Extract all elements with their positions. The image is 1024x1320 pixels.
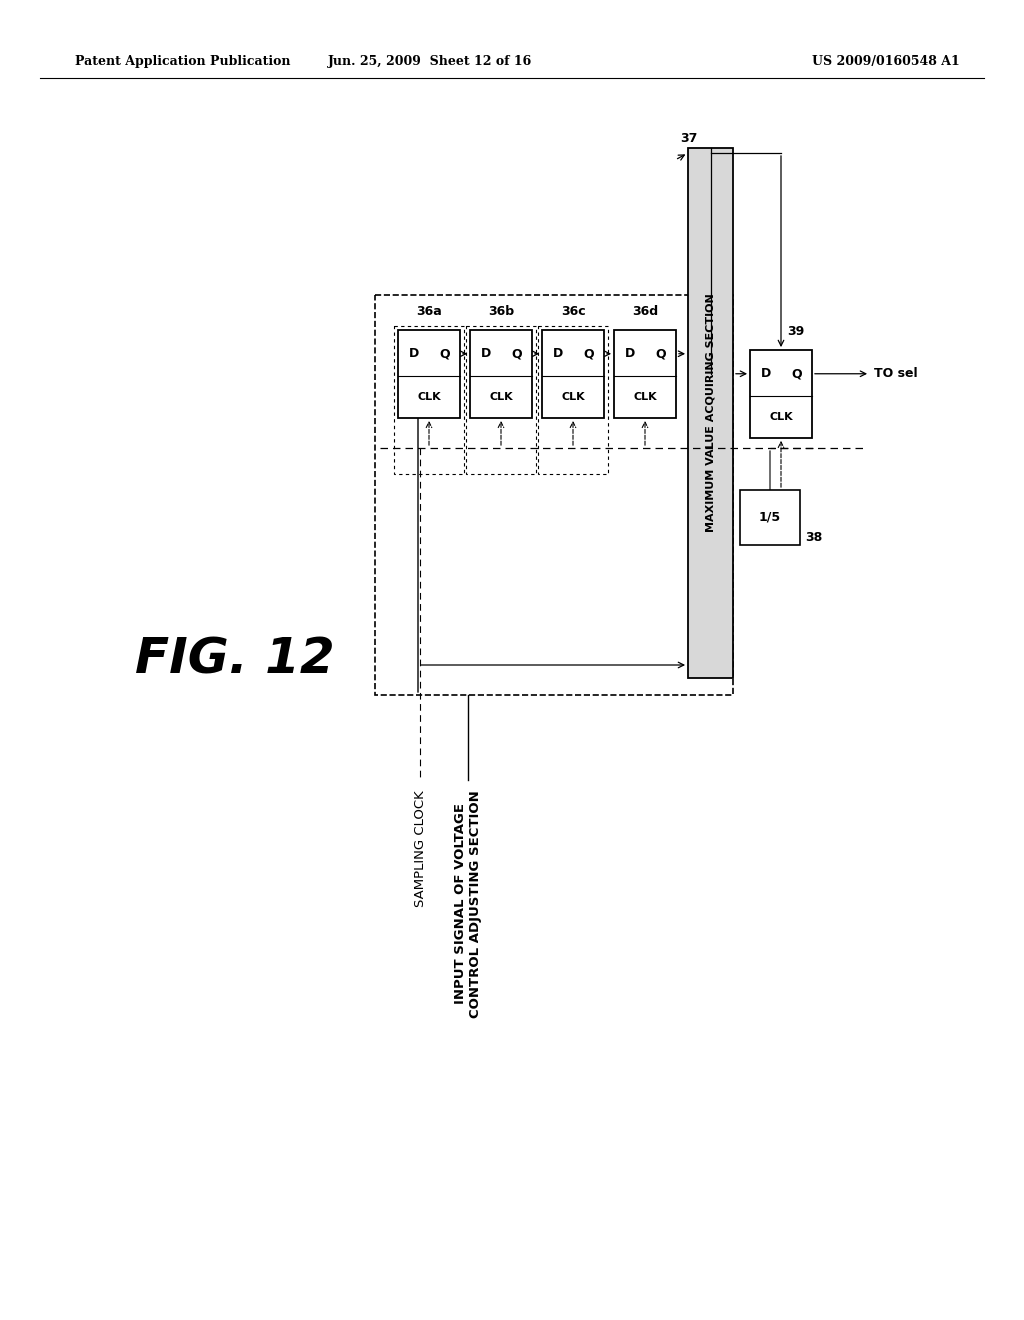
- Bar: [470, 330, 532, 418]
- Text: D: D: [625, 347, 635, 360]
- Text: 36b: 36b: [488, 305, 514, 318]
- Text: Q: Q: [584, 347, 594, 360]
- Bar: [750, 350, 812, 438]
- Text: D: D: [552, 347, 562, 360]
- Text: 38: 38: [805, 531, 822, 544]
- Bar: [614, 330, 676, 418]
- Text: Q: Q: [792, 367, 802, 380]
- Bar: [538, 326, 608, 474]
- Text: MAXIMUM VALUE ACQUIRING SECTION: MAXIMUM VALUE ACQUIRING SECTION: [706, 293, 716, 532]
- Text: INPUT SIGNAL OF VOLTAGE
CONTROL ADJUSTING SECTION: INPUT SIGNAL OF VOLTAGE CONTROL ADJUSTIN…: [454, 789, 482, 1018]
- Text: TO sel: TO sel: [874, 367, 918, 380]
- Bar: [394, 326, 464, 474]
- Text: SAMPLING CLOCK: SAMPLING CLOCK: [414, 789, 427, 907]
- Text: D: D: [761, 367, 771, 380]
- Text: FIG. 12: FIG. 12: [135, 636, 335, 684]
- Text: Jun. 25, 2009  Sheet 12 of 16: Jun. 25, 2009 Sheet 12 of 16: [328, 55, 532, 69]
- Text: CLK: CLK: [561, 392, 585, 401]
- Bar: [466, 326, 536, 474]
- Bar: [740, 490, 800, 545]
- Text: D: D: [480, 347, 490, 360]
- Text: CLK: CLK: [489, 392, 513, 401]
- Bar: [398, 330, 460, 418]
- Text: Q: Q: [655, 347, 666, 360]
- Text: Patent Application Publication: Patent Application Publication: [75, 55, 291, 69]
- Text: CLK: CLK: [417, 392, 440, 401]
- Text: 39: 39: [787, 325, 805, 338]
- Text: CLK: CLK: [769, 412, 793, 422]
- Bar: [375, 294, 733, 696]
- Text: 37: 37: [680, 132, 697, 145]
- Text: Q: Q: [511, 347, 522, 360]
- Text: D: D: [409, 347, 419, 360]
- Bar: [688, 148, 733, 678]
- Text: CLK: CLK: [633, 392, 656, 401]
- Text: 1/5: 1/5: [759, 511, 781, 524]
- Bar: [542, 330, 604, 418]
- Text: 36d: 36d: [632, 305, 658, 318]
- Text: US 2009/0160548 A1: US 2009/0160548 A1: [812, 55, 961, 69]
- Text: 36c: 36c: [561, 305, 586, 318]
- Text: 36a: 36a: [416, 305, 442, 318]
- Text: Q: Q: [439, 347, 450, 360]
